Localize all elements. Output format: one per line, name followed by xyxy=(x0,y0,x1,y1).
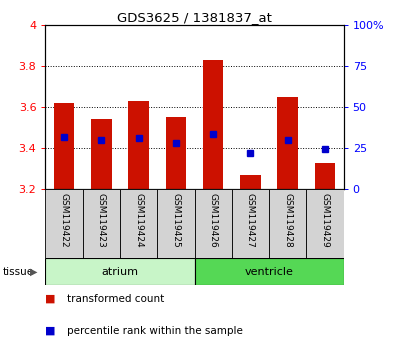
Bar xyxy=(157,189,194,258)
Text: ■: ■ xyxy=(45,294,56,304)
Text: transformed count: transformed count xyxy=(67,294,164,304)
Bar xyxy=(54,103,74,189)
Text: GSM119428: GSM119428 xyxy=(283,193,292,247)
Text: atrium: atrium xyxy=(102,267,139,277)
Bar xyxy=(269,189,307,258)
Bar xyxy=(232,189,269,258)
Text: tissue: tissue xyxy=(3,267,34,277)
Text: ■: ■ xyxy=(45,326,56,336)
Text: percentile rank within the sample: percentile rank within the sample xyxy=(67,326,243,336)
Bar xyxy=(307,189,344,258)
Text: GSM119425: GSM119425 xyxy=(171,193,181,247)
Text: GSM119427: GSM119427 xyxy=(246,193,255,247)
Bar xyxy=(315,162,335,189)
Bar xyxy=(45,258,194,285)
Bar xyxy=(166,118,186,189)
Bar xyxy=(45,189,83,258)
Bar xyxy=(91,119,112,189)
Title: GDS3625 / 1381837_at: GDS3625 / 1381837_at xyxy=(117,11,272,24)
Text: GSM119424: GSM119424 xyxy=(134,193,143,247)
Bar xyxy=(203,60,224,189)
Bar xyxy=(194,189,232,258)
Bar xyxy=(128,101,149,189)
Bar xyxy=(277,97,298,189)
Text: GSM119423: GSM119423 xyxy=(97,193,106,247)
Bar xyxy=(83,189,120,258)
Text: ▶: ▶ xyxy=(30,267,38,277)
Bar xyxy=(240,175,261,189)
Text: GSM119422: GSM119422 xyxy=(60,193,69,247)
Text: GSM119426: GSM119426 xyxy=(209,193,218,247)
Bar xyxy=(120,189,157,258)
Bar xyxy=(194,258,344,285)
Text: GSM119429: GSM119429 xyxy=(320,193,329,247)
Text: ventricle: ventricle xyxy=(245,267,293,277)
